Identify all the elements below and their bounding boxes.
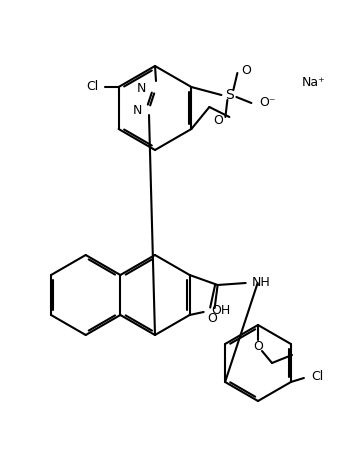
Text: Cl: Cl	[311, 370, 323, 383]
Text: N: N	[137, 81, 146, 94]
Text: OH: OH	[212, 305, 231, 318]
Text: Na⁺: Na⁺	[301, 77, 325, 89]
Text: N: N	[132, 104, 142, 117]
Text: O⁻: O⁻	[259, 97, 276, 109]
Text: O: O	[208, 312, 217, 326]
Text: Cl: Cl	[86, 80, 99, 93]
Text: O: O	[241, 65, 251, 78]
Text: S: S	[225, 88, 234, 102]
Text: NH: NH	[252, 277, 270, 290]
Text: O: O	[213, 114, 223, 127]
Text: O: O	[253, 340, 263, 353]
